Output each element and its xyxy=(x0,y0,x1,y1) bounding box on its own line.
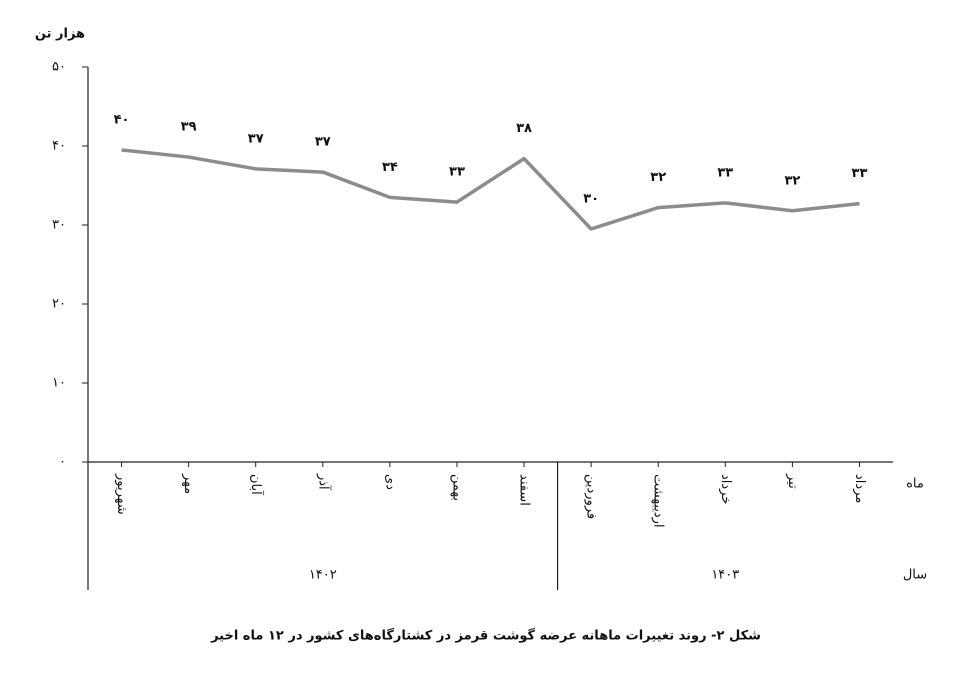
value-label: ۳۰ xyxy=(583,191,599,206)
y-tick-label: ۵۰ xyxy=(52,60,66,75)
value-label: ۳۹ xyxy=(181,120,197,135)
y-tick-label: ۲۰ xyxy=(52,297,66,312)
x-row-label: ماه xyxy=(906,477,924,492)
x-tick-label: خرداد xyxy=(718,474,733,504)
value-label: ۳۳ xyxy=(717,165,733,180)
y-tick-label: ۰ xyxy=(59,455,66,470)
value-label: ۳۸ xyxy=(516,121,532,136)
value-label: ۳۴ xyxy=(382,160,398,175)
x-tick-label: اردیبهشت xyxy=(651,474,666,528)
x-tick-label: تیر xyxy=(785,473,800,489)
y-tick-label: ۱۰ xyxy=(52,376,66,391)
x-tick-label: مرداد xyxy=(852,474,867,503)
group-label: ۱۴۰۳ xyxy=(711,568,739,583)
data-line xyxy=(121,148,860,231)
value-label: ۳۲ xyxy=(784,173,800,188)
value-label: ۳۷ xyxy=(248,131,264,146)
x-tick-label: بهمن xyxy=(449,474,464,501)
value-label: ۳۳ xyxy=(449,165,465,180)
group-label: ۱۴۰۲ xyxy=(309,568,337,583)
x-tick-label: آبان xyxy=(248,474,265,496)
x-tick-label: اسفند xyxy=(517,474,532,506)
y-tick-label: ۴۰ xyxy=(52,139,66,154)
y-axis-title: هزار تن xyxy=(35,27,85,42)
y-tick-label: ۳۰ xyxy=(52,218,66,233)
chart-title: شکل ۲- روند تغییرات ماهانه عرضه گوشت قرم… xyxy=(210,628,761,644)
value-label: ۳۷ xyxy=(315,135,331,150)
x-tick-label: دی xyxy=(382,474,397,490)
x-tick-label: شهریور xyxy=(114,473,129,515)
x-tick-label: آذر xyxy=(315,473,332,491)
x-tick-label: مهر xyxy=(181,473,196,494)
x-tick-label: فروردین xyxy=(584,474,599,519)
value-label: ۴۰ xyxy=(114,112,130,127)
value-label: ۳۲ xyxy=(650,170,666,185)
group-row-label: سال xyxy=(903,568,927,583)
value-label: ۳۳ xyxy=(852,166,868,181)
